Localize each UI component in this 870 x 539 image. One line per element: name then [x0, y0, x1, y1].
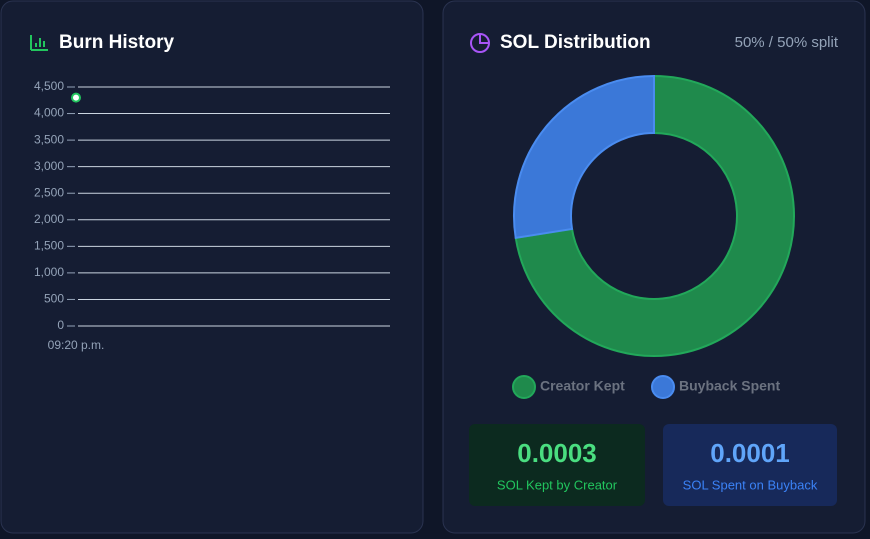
- y-tick-label: 500: [44, 292, 64, 306]
- chart-title: Burn History: [59, 32, 175, 53]
- subtitle: 50% / 50% split: [735, 34, 839, 51]
- y-tick-label: 4,500: [34, 79, 64, 93]
- stat-card: [469, 424, 645, 506]
- y-tick-label: 2,500: [34, 185, 64, 199]
- donut-slice: [514, 74, 795, 357]
- stat-value: 0.0003: [517, 438, 597, 468]
- y-tick-label: 4,000: [34, 106, 64, 120]
- y-tick-label: 2,000: [34, 212, 64, 226]
- legend-swatch: [512, 375, 536, 399]
- pie-icon: [470, 33, 490, 53]
- bar-icon: [30, 35, 48, 51]
- y-tick-label: 1,500: [34, 239, 64, 253]
- legend-swatch: [651, 375, 675, 399]
- stat-label: SOL Spent on Buyback: [683, 477, 818, 492]
- legend-label: Creator Kept: [540, 378, 625, 394]
- y-tick-label: 0: [57, 318, 64, 332]
- stat-value: 0.0001: [710, 438, 790, 468]
- chart-title: SOL Distribution: [500, 32, 651, 53]
- y-tick-label: 1,000: [34, 265, 64, 279]
- donut-slice: [513, 74, 655, 240]
- stat-card: [663, 424, 837, 506]
- x-tick-label: 09:20 p.m.: [48, 338, 105, 352]
- y-tick-label: 3,500: [34, 132, 64, 146]
- panel: [0, 0, 424, 534]
- stat-label: SOL Kept by Creator: [497, 477, 618, 492]
- y-tick-label: 3,000: [34, 159, 64, 173]
- legend-label: Buyback Spent: [679, 378, 780, 394]
- data-point: [71, 92, 81, 103]
